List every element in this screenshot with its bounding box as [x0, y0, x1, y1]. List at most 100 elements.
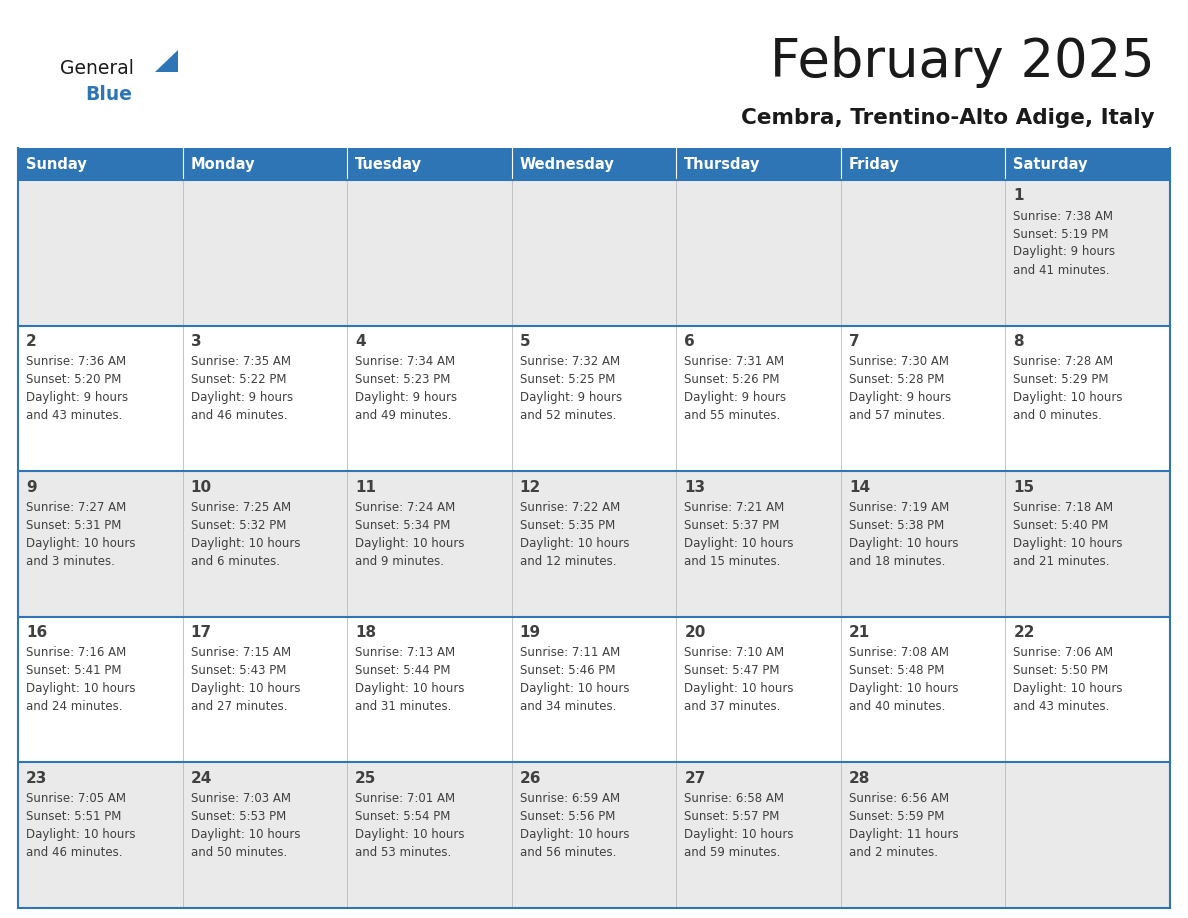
Bar: [18, 326, 1170, 471]
Text: Daylight: 10 hours: Daylight: 10 hours: [26, 537, 135, 550]
Text: Daylight: 9 hours: Daylight: 9 hours: [849, 391, 950, 404]
Text: Friday: Friday: [849, 156, 899, 172]
Text: 9: 9: [26, 480, 37, 495]
Text: 4: 4: [355, 334, 366, 349]
Text: and 9 minutes.: and 9 minutes.: [355, 554, 444, 567]
Text: Daylight: 9 hours: Daylight: 9 hours: [355, 391, 457, 404]
Text: and 40 minutes.: and 40 minutes.: [849, 700, 946, 713]
Text: 23: 23: [26, 771, 48, 786]
Text: 5: 5: [519, 334, 530, 349]
Text: 10: 10: [190, 480, 211, 495]
Text: and 50 minutes.: and 50 minutes.: [190, 845, 286, 859]
Text: 13: 13: [684, 480, 706, 495]
Text: Sunday: Sunday: [26, 156, 87, 172]
Text: Daylight: 10 hours: Daylight: 10 hours: [519, 537, 630, 550]
Text: 27: 27: [684, 771, 706, 786]
Text: 12: 12: [519, 480, 541, 495]
Text: Daylight: 10 hours: Daylight: 10 hours: [355, 537, 465, 550]
Text: and 57 minutes.: and 57 minutes.: [849, 409, 946, 422]
Text: 24: 24: [190, 771, 211, 786]
Text: Sunrise: 7:01 AM: Sunrise: 7:01 AM: [355, 792, 455, 805]
Text: Sunset: 5:37 PM: Sunset: 5:37 PM: [684, 519, 779, 532]
Text: Daylight: 10 hours: Daylight: 10 hours: [355, 828, 465, 841]
Text: Sunrise: 7:03 AM: Sunrise: 7:03 AM: [190, 792, 291, 805]
Text: 17: 17: [190, 625, 211, 640]
Text: Sunset: 5:29 PM: Sunset: 5:29 PM: [1013, 373, 1108, 386]
Text: Sunrise: 7:34 AM: Sunrise: 7:34 AM: [355, 355, 455, 368]
Text: and 6 minutes.: and 6 minutes.: [190, 554, 279, 567]
Text: Sunrise: 7:11 AM: Sunrise: 7:11 AM: [519, 646, 620, 659]
Text: Daylight: 10 hours: Daylight: 10 hours: [519, 828, 630, 841]
Text: Daylight: 10 hours: Daylight: 10 hours: [190, 828, 301, 841]
Text: Sunrise: 7:36 AM: Sunrise: 7:36 AM: [26, 355, 126, 368]
Text: 18: 18: [355, 625, 377, 640]
Text: 3: 3: [190, 334, 201, 349]
Bar: [183, 148, 347, 180]
Text: Sunrise: 7:27 AM: Sunrise: 7:27 AM: [26, 500, 126, 514]
Text: Sunset: 5:20 PM: Sunset: 5:20 PM: [26, 373, 121, 386]
Text: and 34 minutes.: and 34 minutes.: [519, 700, 617, 713]
Text: Sunset: 5:57 PM: Sunset: 5:57 PM: [684, 810, 779, 823]
Bar: [18, 763, 1170, 908]
Text: Sunrise: 7:30 AM: Sunrise: 7:30 AM: [849, 355, 949, 368]
Text: Sunrise: 7:15 AM: Sunrise: 7:15 AM: [190, 646, 291, 659]
Text: and 31 minutes.: and 31 minutes.: [355, 700, 451, 713]
Text: Sunrise: 7:32 AM: Sunrise: 7:32 AM: [519, 355, 620, 368]
Text: Sunset: 5:22 PM: Sunset: 5:22 PM: [190, 373, 286, 386]
Text: Sunset: 5:59 PM: Sunset: 5:59 PM: [849, 810, 944, 823]
Bar: [18, 148, 183, 180]
Bar: [18, 180, 1170, 326]
Text: 6: 6: [684, 334, 695, 349]
Text: Daylight: 10 hours: Daylight: 10 hours: [26, 828, 135, 841]
Text: Sunrise: 7:28 AM: Sunrise: 7:28 AM: [1013, 355, 1113, 368]
Bar: [18, 617, 1170, 763]
Text: Sunset: 5:43 PM: Sunset: 5:43 PM: [190, 665, 286, 677]
Text: Thursday: Thursday: [684, 156, 760, 172]
Text: Daylight: 10 hours: Daylight: 10 hours: [26, 682, 135, 695]
Text: 8: 8: [1013, 334, 1024, 349]
Bar: [676, 148, 841, 180]
Text: Daylight: 9 hours: Daylight: 9 hours: [1013, 245, 1116, 259]
Text: General: General: [61, 59, 134, 77]
Text: 20: 20: [684, 625, 706, 640]
Text: February 2025: February 2025: [770, 36, 1155, 88]
Text: 14: 14: [849, 480, 870, 495]
Text: Daylight: 10 hours: Daylight: 10 hours: [1013, 391, 1123, 404]
Text: Sunrise: 7:19 AM: Sunrise: 7:19 AM: [849, 500, 949, 514]
Text: and 56 minutes.: and 56 minutes.: [519, 845, 617, 859]
Text: 22: 22: [1013, 625, 1035, 640]
Text: and 21 minutes.: and 21 minutes.: [1013, 554, 1110, 567]
Text: 28: 28: [849, 771, 871, 786]
Text: Sunrise: 7:22 AM: Sunrise: 7:22 AM: [519, 500, 620, 514]
Bar: [347, 148, 512, 180]
Text: Daylight: 11 hours: Daylight: 11 hours: [849, 828, 959, 841]
Text: Monday: Monday: [190, 156, 255, 172]
Text: 19: 19: [519, 625, 541, 640]
Text: Sunset: 5:34 PM: Sunset: 5:34 PM: [355, 519, 450, 532]
Text: and 12 minutes.: and 12 minutes.: [519, 554, 617, 567]
Text: Sunset: 5:35 PM: Sunset: 5:35 PM: [519, 519, 615, 532]
Text: and 37 minutes.: and 37 minutes.: [684, 700, 781, 713]
Text: and 46 minutes.: and 46 minutes.: [26, 845, 122, 859]
Text: Daylight: 10 hours: Daylight: 10 hours: [1013, 537, 1123, 550]
Text: Sunset: 5:32 PM: Sunset: 5:32 PM: [190, 519, 286, 532]
Text: and 15 minutes.: and 15 minutes.: [684, 554, 781, 567]
Text: and 27 minutes.: and 27 minutes.: [190, 700, 287, 713]
Text: 16: 16: [26, 625, 48, 640]
Text: and 43 minutes.: and 43 minutes.: [1013, 700, 1110, 713]
Text: Daylight: 10 hours: Daylight: 10 hours: [849, 682, 959, 695]
Polygon shape: [154, 50, 178, 72]
Text: Sunrise: 7:24 AM: Sunrise: 7:24 AM: [355, 500, 455, 514]
Text: Sunrise: 7:21 AM: Sunrise: 7:21 AM: [684, 500, 784, 514]
Text: Sunset: 5:40 PM: Sunset: 5:40 PM: [1013, 519, 1108, 532]
Text: Sunrise: 7:18 AM: Sunrise: 7:18 AM: [1013, 500, 1113, 514]
Text: and 3 minutes.: and 3 minutes.: [26, 554, 115, 567]
Text: Daylight: 10 hours: Daylight: 10 hours: [519, 682, 630, 695]
Text: Daylight: 9 hours: Daylight: 9 hours: [684, 391, 786, 404]
Text: Sunset: 5:19 PM: Sunset: 5:19 PM: [1013, 228, 1108, 241]
Text: and 59 minutes.: and 59 minutes.: [684, 845, 781, 859]
Text: and 46 minutes.: and 46 minutes.: [190, 409, 287, 422]
Text: 7: 7: [849, 334, 859, 349]
Text: Daylight: 10 hours: Daylight: 10 hours: [190, 537, 301, 550]
Text: and 55 minutes.: and 55 minutes.: [684, 409, 781, 422]
